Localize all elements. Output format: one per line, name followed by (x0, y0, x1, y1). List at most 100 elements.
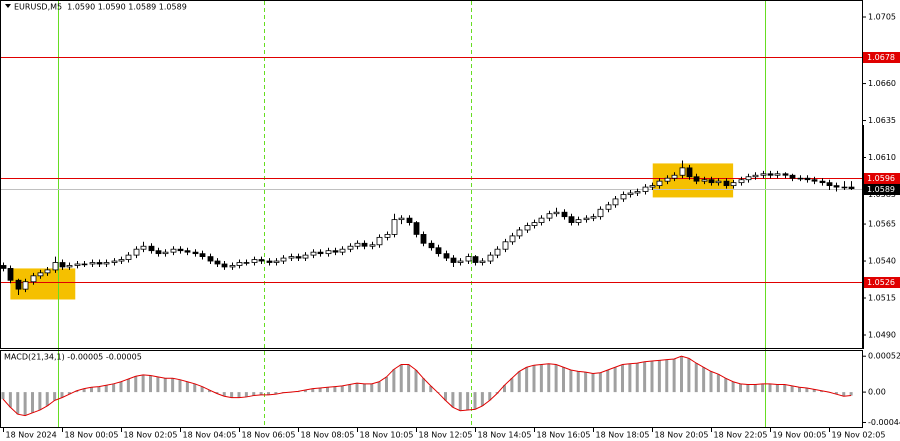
candle-body (96, 262, 103, 265)
macd-bar (112, 383, 116, 393)
candle-body (811, 179, 818, 182)
macd-bar (584, 372, 588, 393)
price-header: EURUSD,M5 1.0590 1.0590 1.0589 1.0589 (14, 3, 187, 12)
y-tick-label: 1.0540 (868, 257, 896, 266)
macd-bar (259, 392, 263, 395)
candle-body (273, 260, 280, 263)
candle-body (797, 177, 804, 180)
macd-bar (761, 383, 765, 393)
y-tick-label: 1.0490 (868, 330, 896, 339)
back-layer (0, 1, 862, 428)
candle-body (354, 242, 361, 247)
candle-body (723, 180, 730, 187)
candle-body (450, 257, 457, 263)
candle-body (664, 177, 671, 182)
candle-body (620, 194, 627, 200)
macd-bar (547, 363, 551, 393)
macd-bar (480, 392, 484, 406)
x-tick-label: 18 Nov 04:05 (183, 431, 237, 440)
candle-body (465, 256, 472, 262)
candle-body (848, 186, 855, 189)
candle-body (15, 279, 22, 290)
macd-bar (370, 383, 374, 393)
y-tick-label: 0.00 (868, 388, 886, 397)
candle-body (502, 241, 509, 250)
macd-bar (244, 392, 248, 397)
macd-bar (591, 373, 595, 393)
candle-body (229, 265, 236, 268)
macd-bar (842, 392, 846, 397)
macd-bar (90, 387, 93, 393)
level-tag (863, 173, 900, 184)
macd-bar (45, 392, 49, 406)
macd-bar (820, 390, 824, 393)
candle-body (243, 262, 250, 264)
candle-body (494, 248, 501, 256)
macd-bar (488, 392, 492, 401)
macd-bar (200, 386, 204, 393)
candle-body (199, 253, 206, 258)
candle-body (148, 245, 155, 252)
y-tick-label: 1.0635 (868, 116, 896, 125)
candle-body (155, 250, 162, 255)
x-tick-label: 18 Nov 02:05 (124, 431, 178, 440)
candle-body (612, 198, 619, 206)
candle-body (332, 250, 339, 253)
candle-body (302, 254, 309, 259)
macd-bar (643, 361, 647, 393)
candle-body (295, 256, 302, 259)
macd-bar (421, 378, 425, 393)
macd-bar (178, 379, 182, 393)
macd-bar (141, 374, 145, 393)
macd-bar (31, 392, 34, 413)
macd-bar (510, 378, 514, 393)
candle-body (266, 260, 273, 263)
candle-body (384, 234, 391, 238)
macd-bar (753, 384, 757, 393)
macd-bar (569, 370, 573, 393)
candle-body (420, 234, 427, 244)
candle-body (435, 247, 442, 255)
macd-bar (163, 378, 167, 393)
candle-body (634, 191, 641, 194)
current-price-tag (863, 184, 900, 195)
candle-body (715, 180, 722, 184)
macd-bar (628, 363, 632, 393)
candle-body (192, 251, 199, 255)
macd-bar (237, 392, 241, 398)
macd-bar (503, 385, 506, 393)
macd-bar (119, 381, 123, 393)
candle-body (89, 262, 96, 265)
candle-body (642, 186, 649, 192)
candle-body (627, 192, 634, 195)
macd-bar (303, 390, 307, 393)
macd-bar (171, 378, 175, 393)
macd-bar (716, 374, 720, 393)
y-tick-label: 0.00052 (868, 352, 900, 361)
macd-bar (473, 392, 477, 410)
symbol-icon (5, 4, 11, 8)
x-tick-label: 18 Nov 18:05 (596, 431, 650, 440)
macd-bar (208, 390, 211, 393)
candle-body (686, 167, 693, 178)
macd-bar (805, 387, 809, 393)
macd-bar (562, 367, 565, 393)
macd-bar (97, 386, 101, 393)
candle-body (258, 259, 265, 262)
candle-body (804, 177, 811, 181)
candle-body (406, 217, 413, 223)
macd-bar (407, 364, 411, 393)
macd-bar (149, 375, 152, 393)
macd-bar (399, 364, 403, 393)
x-tick-label: 18 Nov 20:05 (655, 431, 709, 440)
x-tick-label: 19 Nov 02:05 (832, 431, 886, 440)
candle-body (325, 250, 332, 255)
x-tick-label: 18 Nov 00:05 (65, 431, 119, 440)
candle-body (398, 217, 405, 221)
level-tag-label: 1.0596 (867, 174, 895, 183)
candle-body (443, 253, 450, 259)
macd-bar (1, 392, 5, 400)
candle-body (184, 250, 191, 253)
